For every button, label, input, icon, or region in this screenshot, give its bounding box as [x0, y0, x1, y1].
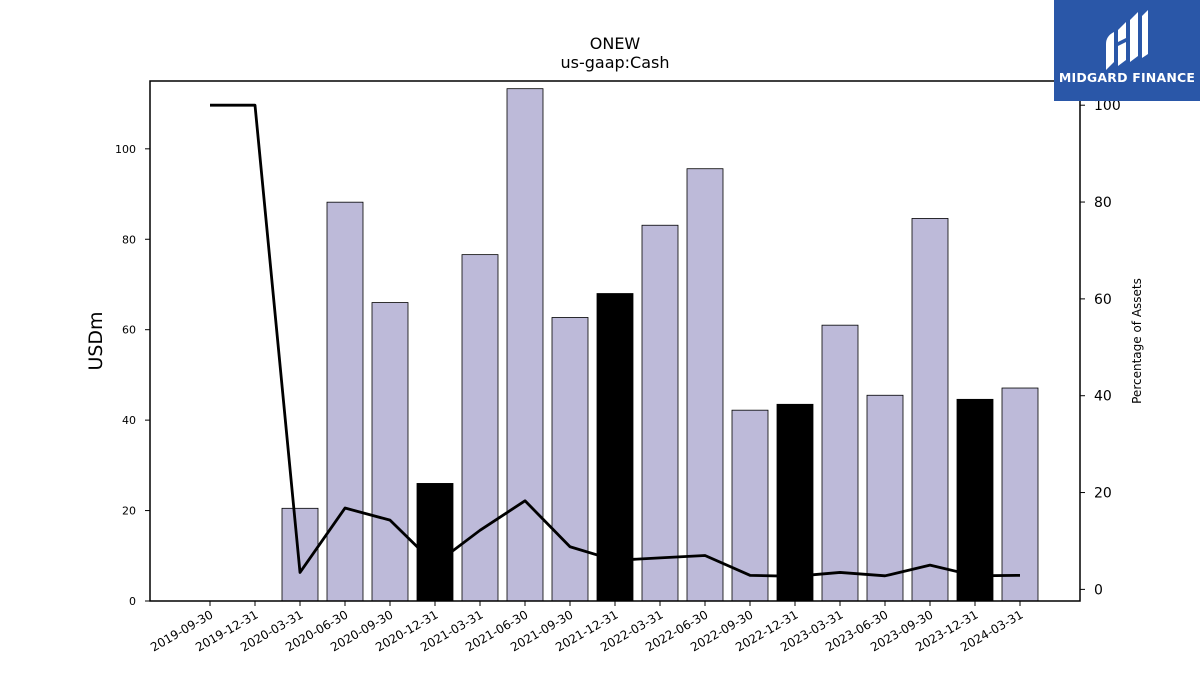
y2-tick-label: 80	[1094, 195, 1112, 211]
bar	[911, 218, 949, 602]
midgard-logo-icon	[1106, 10, 1148, 70]
y2-tick-label: 100	[1094, 98, 1121, 114]
bar	[776, 403, 814, 602]
bar	[686, 168, 724, 602]
y-tick-label: 0	[129, 595, 136, 608]
y-tick-label: 20	[122, 505, 136, 518]
bar	[866, 394, 904, 602]
bar	[506, 88, 544, 602]
y2-tick-label: 60	[1094, 292, 1112, 308]
bar	[371, 302, 409, 602]
y-tick-label: 40	[122, 414, 136, 427]
bar	[551, 317, 589, 602]
midgard-logo: MIDGARD FINANCE	[1054, 0, 1200, 101]
bar	[416, 483, 454, 602]
bar	[1001, 387, 1039, 602]
chart-title: ONEW	[590, 34, 641, 53]
bar	[326, 201, 364, 602]
bars-group	[281, 88, 1039, 602]
y-tick-label: 60	[122, 324, 136, 337]
y2-tick-label: 0	[1094, 582, 1103, 598]
chart-subtitle: us-gaap:Cash	[560, 53, 669, 72]
y2-axis: 0 20 40 60 80 100	[1080, 98, 1121, 598]
y2-axis-label: Percentage of Assets	[1130, 278, 1144, 404]
bar	[641, 224, 679, 602]
y-axis: 0 20 40 60 80 100	[115, 143, 150, 608]
y-axis-label: USDm	[85, 311, 107, 370]
y-tick-label: 100	[115, 143, 136, 156]
bar	[956, 398, 994, 602]
bar	[821, 324, 859, 602]
y2-tick-label: 20	[1094, 486, 1112, 502]
bar	[731, 409, 769, 602]
bar	[461, 254, 499, 602]
bar	[596, 293, 634, 602]
percentage-line	[210, 103, 1021, 578]
line-group	[210, 103, 1021, 578]
y-tick-label: 80	[122, 233, 136, 246]
y2-tick-label: 40	[1094, 389, 1112, 405]
logo-text: MIDGARD FINANCE	[1058, 70, 1196, 85]
x-axis: 2019-09-302019-12-312020-03-312020-06-30…	[148, 601, 1026, 654]
